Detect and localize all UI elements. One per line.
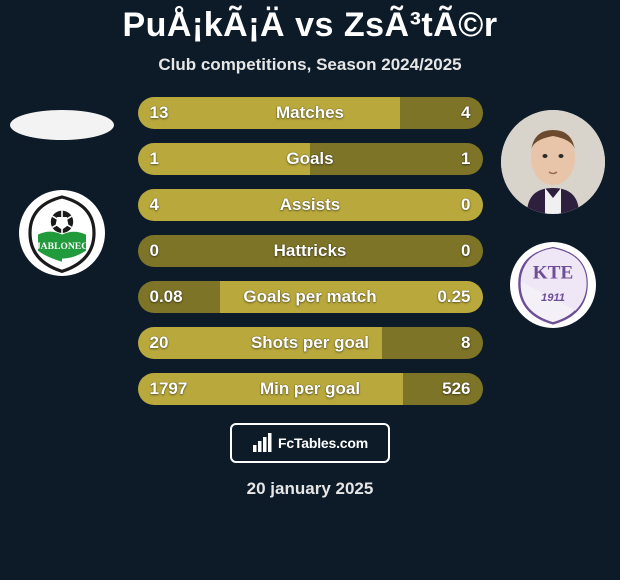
stat-value-right: 0.25 xyxy=(437,287,470,307)
stat-label: Shots per goal xyxy=(251,333,369,353)
stat-value-left: 0.08 xyxy=(150,287,183,307)
player2-face-icon xyxy=(501,110,605,214)
brand-text: FcTables.com xyxy=(278,435,368,451)
player2-avatar xyxy=(501,110,605,214)
stat-value-right: 0 xyxy=(461,241,470,261)
title-vs: vs xyxy=(295,6,334,44)
stats-panel: 13 Matches 4 1 Goals 1 4 Assists 0 0 Hattricks 0 0.0… xyxy=(138,97,483,405)
snapshot-date: 20 january 2025 xyxy=(247,479,374,499)
stat-label: Assists xyxy=(280,195,340,215)
stat-row: 13 Matches 4 xyxy=(138,97,483,129)
stat-label: Matches xyxy=(276,103,344,123)
stat-row: 4 Assists 0 xyxy=(138,189,483,221)
stat-value-left: 13 xyxy=(150,103,169,123)
stat-value-right: 8 xyxy=(461,333,470,353)
svg-text:JABLONEC: JABLONEC xyxy=(36,241,88,252)
player1-name: PuÅ¡kÃ¡Ä xyxy=(122,6,285,44)
stat-label: Min per goal xyxy=(260,379,360,399)
stat-value-left: 20 xyxy=(150,333,169,353)
stat-label: Hattricks xyxy=(274,241,347,261)
stat-row: 1 Goals 1 xyxy=(138,143,483,175)
stat-row: 1797 Min per goal 526 xyxy=(138,373,483,405)
jablonec-badge-icon: JABLONEC xyxy=(22,193,102,273)
stat-value-right: 0 xyxy=(461,195,470,215)
player2-club-badge: KTE 1911 xyxy=(510,242,596,328)
stat-row: 20 Shots per goal 8 xyxy=(138,327,483,359)
stat-value-right: 4 xyxy=(461,103,470,123)
kte-badge-icon: KTE 1911 xyxy=(513,245,593,325)
stat-value-left: 4 xyxy=(150,195,159,215)
svg-text:1911: 1911 xyxy=(541,292,565,304)
svg-text:KTE: KTE xyxy=(533,263,574,284)
stat-value-right: 526 xyxy=(442,379,470,399)
stat-row: 0.08 Goals per match 0.25 xyxy=(138,281,483,313)
stat-value-left: 1 xyxy=(150,149,159,169)
stat-label: Goals per match xyxy=(243,287,376,307)
player1-column: JABLONEC xyxy=(10,110,114,276)
brand-logo-icon xyxy=(252,433,274,453)
player2-name: ZsÃ³tÃ©r xyxy=(344,6,498,44)
brand-box[interactable]: FcTables.com xyxy=(230,423,390,463)
subtitle: Club competitions, Season 2024/2025 xyxy=(158,55,461,75)
stat-label: Goals xyxy=(286,149,333,169)
stat-row: 0 Hattricks 0 xyxy=(138,235,483,267)
player1-avatar xyxy=(10,110,114,140)
stat-value-left: 1797 xyxy=(150,379,188,399)
stat-value-left: 0 xyxy=(150,241,159,261)
player2-column: KTE 1911 xyxy=(501,110,605,328)
comparison-title: PuÅ¡kÃ¡Ä vs ZsÃ³tÃ©r xyxy=(122,6,497,45)
player1-club-badge: JABLONEC xyxy=(19,190,105,276)
stat-value-right: 1 xyxy=(461,149,470,169)
